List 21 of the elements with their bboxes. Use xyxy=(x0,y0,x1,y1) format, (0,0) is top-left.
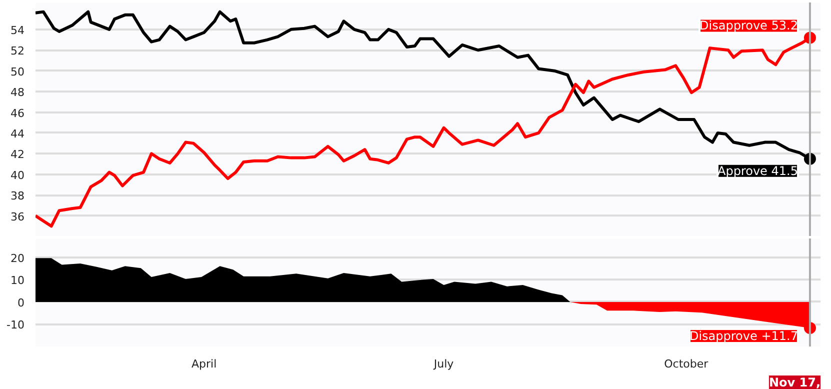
y-tick-label: 20 xyxy=(10,252,25,265)
x-tick-label: April xyxy=(192,358,217,370)
annotation: Disapprove 53.2 xyxy=(700,18,798,33)
y-tick-label: 48 xyxy=(10,86,25,100)
y-tick-label: 36 xyxy=(10,210,25,224)
y-tick-label: 0 xyxy=(18,296,24,310)
y-tick-label: 46 xyxy=(10,106,25,120)
y-tick-label: 42 xyxy=(10,148,25,162)
y-tick-label: 10 xyxy=(10,274,25,288)
ref-line-label: Nov 17, xyxy=(768,376,820,389)
x-tick-label: July xyxy=(432,358,454,370)
y-tick-label: 44 xyxy=(10,127,25,140)
annotation: Disapprove +11.7 xyxy=(689,329,798,344)
x-tick-label: October xyxy=(664,358,709,370)
y-tick-label: 54 xyxy=(10,24,25,37)
y-tick-label: 38 xyxy=(10,190,25,203)
annotation: Approve 41.5 xyxy=(717,164,798,178)
y-tick-label: -10 xyxy=(6,318,24,332)
y-tick-label: 40 xyxy=(10,168,25,182)
y-tick-label: 52 xyxy=(10,44,25,58)
y-tick-label: 50 xyxy=(10,65,25,78)
